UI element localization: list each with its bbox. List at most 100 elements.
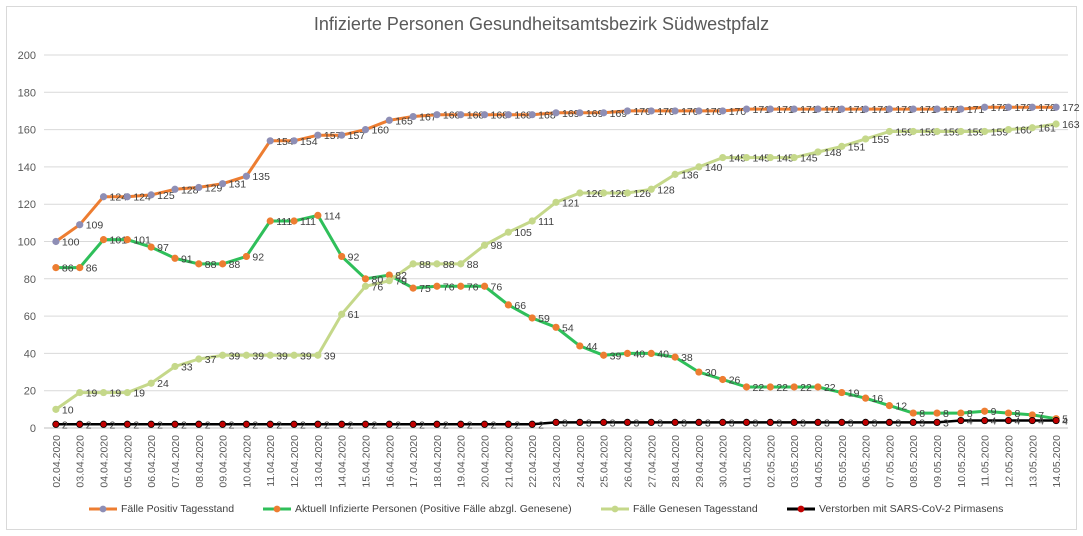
data-point: [147, 191, 155, 199]
data-point: [361, 126, 370, 134]
data-point: [957, 127, 965, 136]
data-point: [623, 418, 632, 427]
data-point: [99, 420, 108, 428]
x-tick-label: 13.05.2020: [1027, 435, 1039, 488]
data-point: [838, 388, 846, 397]
data-point: [623, 107, 632, 115]
data-point: [219, 180, 227, 188]
data-label: 3: [657, 417, 663, 429]
data-label: 2: [443, 419, 449, 431]
data-label: 19: [110, 388, 122, 400]
data-label: 2: [324, 419, 330, 431]
data-point: [147, 379, 155, 387]
data-label: 161: [1038, 123, 1056, 135]
data-point: [957, 409, 965, 417]
x-tick-label: 17.04.2020: [408, 435, 420, 488]
data-point: [219, 260, 227, 268]
data-label: 88: [467, 259, 479, 271]
data-point: [957, 105, 965, 113]
data-point: [861, 418, 870, 427]
data-label: 2: [276, 419, 282, 431]
data-point: [695, 107, 703, 115]
data-label: 2: [205, 419, 211, 431]
data-point: [790, 418, 798, 427]
data-label: 3: [943, 417, 949, 429]
data-label: 4: [967, 416, 973, 428]
x-tick-label: 01.05.2020: [742, 435, 754, 488]
x-tick-label: 05.04.2020: [122, 435, 134, 488]
data-label: 12: [895, 401, 907, 413]
data-label: 154: [300, 136, 318, 148]
data-label: 145: [753, 153, 771, 165]
data-point: [1052, 120, 1060, 128]
y-tick-label: 0: [30, 423, 36, 435]
chart-title: Infizierte Personen Gesundheitsamtsbezir…: [313, 14, 770, 34]
x-tick-label: 09.04.2020: [218, 435, 230, 488]
data-point: [266, 137, 274, 145]
legend-item: Aktuell Infizierte Personen (Positive Fä…: [262, 503, 572, 515]
data-point: [314, 351, 322, 359]
data-label: 3: [848, 417, 854, 429]
data-label: 111: [538, 216, 554, 228]
data-label: 26: [729, 375, 741, 387]
data-point: [409, 284, 417, 292]
data-label: 38: [681, 352, 693, 364]
data-label: 159: [967, 126, 985, 138]
data-label: 61: [348, 309, 360, 321]
data-point: [885, 418, 893, 427]
data-point: [933, 418, 941, 427]
legend-item: Fälle Positiv Tagesstand: [88, 503, 234, 515]
data-point: [52, 420, 60, 428]
data-label: 98: [491, 240, 503, 252]
data-label: 2: [419, 419, 425, 431]
legend-item: Verstorben mit SARS-CoV-2 Pirmasens: [786, 503, 1003, 515]
data-label: 125: [157, 190, 175, 202]
data-label: 160: [371, 125, 389, 137]
data-point: [361, 420, 370, 428]
data-label: 159: [895, 126, 913, 138]
data-label: 39: [300, 350, 312, 362]
x-tick-label: 12.05.2020: [1003, 435, 1015, 488]
y-tick-label: 20: [24, 386, 36, 398]
data-point: [790, 153, 798, 162]
x-tick-label: 18.04.2020: [432, 435, 444, 488]
x-tick-label: 11.05.2020: [980, 435, 992, 487]
data-label: 2: [538, 419, 544, 431]
data-point: [480, 111, 489, 119]
data-label: 171: [848, 104, 866, 116]
x-tick-label: 26.04.2020: [622, 435, 634, 488]
x-tick-label: 19.04.2020: [456, 435, 468, 488]
data-label: 151: [848, 141, 866, 153]
x-tick-label: 02.05.2020: [765, 435, 777, 488]
data-point: [957, 416, 965, 425]
data-point: [147, 243, 155, 251]
data-point: [338, 310, 346, 318]
data-point: [600, 109, 608, 117]
data-point: [671, 107, 679, 115]
data-label: 92: [348, 251, 360, 263]
data-point: [576, 342, 584, 350]
data-label: 10: [62, 404, 74, 416]
data-label: 169: [562, 108, 580, 120]
data-label: 165: [395, 115, 413, 127]
data-label: 2: [86, 419, 92, 431]
legend-label: Fälle Genesen Tagesstand: [633, 503, 758, 515]
data-label: 2: [252, 419, 258, 431]
data-label: 170: [705, 106, 723, 118]
data-label: 82: [395, 270, 407, 282]
data-point: [600, 189, 608, 197]
data-point: [123, 236, 131, 244]
data-label: 145: [729, 153, 747, 165]
data-point: [671, 170, 679, 178]
data-label: 22: [776, 382, 788, 394]
data-point: [385, 116, 393, 124]
data-point: [909, 127, 917, 136]
data-point: [76, 221, 84, 229]
data-label: 39: [610, 350, 622, 362]
data-label: 3: [919, 417, 925, 429]
data-point: [766, 153, 774, 162]
data-label: 22: [800, 382, 812, 394]
data-label: 145: [800, 153, 818, 165]
data-point: [695, 368, 703, 376]
data-point: [99, 388, 108, 397]
